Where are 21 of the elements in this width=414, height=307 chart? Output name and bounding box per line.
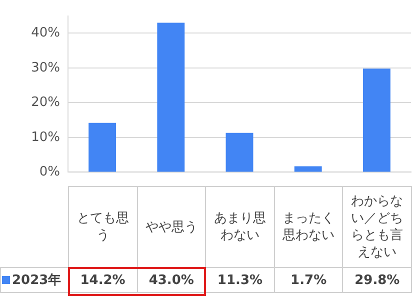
data-label: 29.8% bbox=[342, 268, 412, 292]
y-tick-label: 0% bbox=[39, 164, 60, 180]
x-tick-label: とても思う bbox=[68, 186, 138, 268]
x-tick-label: わからない／どちらとも言えない bbox=[342, 186, 412, 268]
legend-label: 2023年 bbox=[0, 268, 68, 292]
x-tick-label: やや思う bbox=[137, 186, 206, 268]
bar bbox=[226, 132, 254, 172]
bar bbox=[88, 122, 116, 172]
data-label: 43.0% bbox=[137, 268, 206, 292]
data-label: 11.3% bbox=[206, 268, 274, 292]
y-tick-label: 10% bbox=[31, 130, 60, 145]
x-tick-label: まったく思わない bbox=[274, 186, 343, 268]
bar bbox=[157, 22, 185, 172]
data-label: 1.7% bbox=[274, 268, 343, 292]
bar bbox=[294, 166, 322, 172]
data-label: 14.2% bbox=[68, 268, 138, 292]
x-tick-label: あまり思わない bbox=[206, 186, 274, 268]
bar bbox=[362, 68, 390, 172]
y-tick-label: 30% bbox=[31, 60, 60, 76]
y-tick-label: 40% bbox=[31, 26, 60, 41]
y-tick-label: 20% bbox=[31, 95, 60, 110]
